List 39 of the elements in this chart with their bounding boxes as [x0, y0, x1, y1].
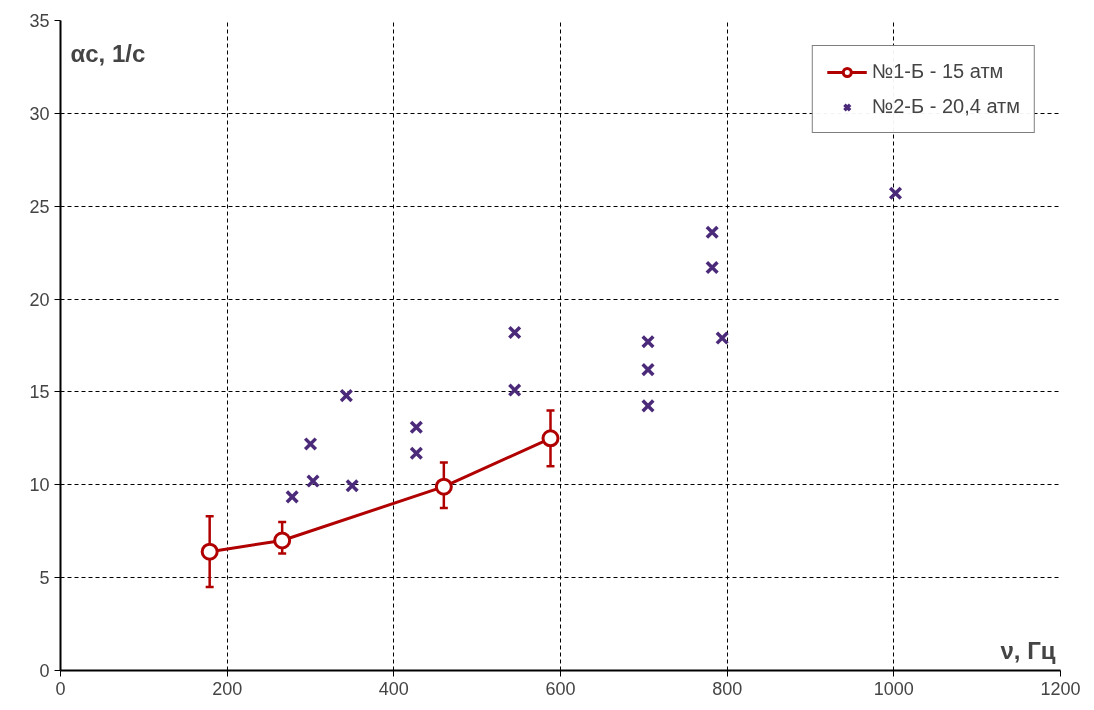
x-tick-label: 600	[545, 678, 576, 699]
x-tick-label: 1200	[1040, 678, 1081, 699]
point	[434, 477, 453, 496]
legend-label: №2-Б - 20,4 атм	[871, 95, 1020, 118]
point	[715, 331, 730, 346]
x-tick-label: 800	[712, 678, 743, 699]
point	[640, 398, 656, 413]
legend-label: №1-Б - 15 атм	[871, 60, 1004, 83]
point	[640, 334, 656, 349]
y-tick-label: 25	[29, 196, 50, 217]
point	[345, 478, 360, 493]
point	[409, 420, 424, 435]
y-tick-label: 35	[29, 11, 50, 31]
point	[888, 186, 903, 201]
point	[409, 446, 424, 461]
x-tick-label: 400	[378, 678, 409, 699]
point	[339, 388, 354, 403]
x-tick-label: 200	[212, 678, 243, 699]
point	[541, 429, 560, 448]
point	[705, 225, 720, 240]
point	[303, 436, 318, 451]
point	[507, 383, 522, 398]
y-tick-label: 10	[29, 475, 50, 496]
point	[285, 489, 300, 504]
x-tick-label: 0	[55, 678, 66, 699]
x-axis-title: ν, Гц	[1000, 637, 1056, 664]
point	[640, 362, 656, 377]
point	[305, 474, 321, 489]
point	[507, 325, 522, 340]
y-tick-label: 0	[39, 661, 50, 681]
y-axis-title: αc, 1/с	[70, 40, 146, 67]
y-tick-label: 5	[39, 568, 50, 589]
y-tick-label: 30	[29, 103, 50, 124]
y-tick-label: 15	[29, 382, 50, 403]
point	[200, 542, 219, 561]
point	[705, 260, 720, 275]
point	[273, 531, 292, 550]
x-tick-label: 1000	[873, 678, 914, 699]
y-tick-label: 20	[29, 289, 50, 310]
